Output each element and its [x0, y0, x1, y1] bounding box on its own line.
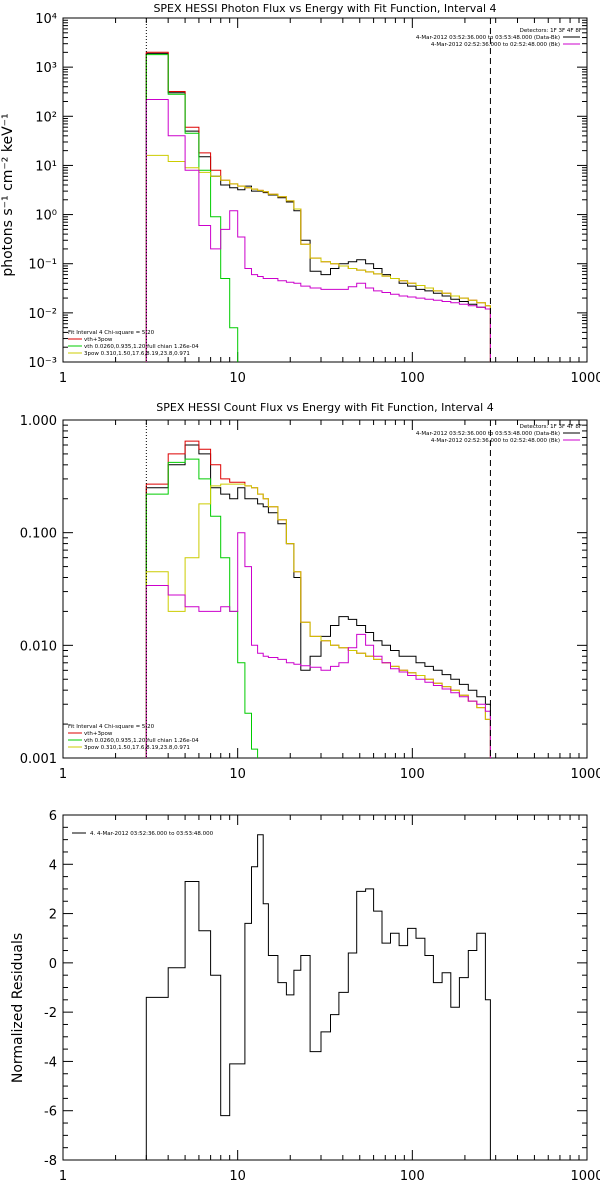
- legend-top-right: Detectors: 1F 3F 4F 8F 4-Mar-2012 03:52:…: [416, 28, 582, 48]
- y-axis-label: photons s⁻¹ cm⁻² keV⁻¹: [0, 113, 16, 276]
- y-tick-label: 0.001: [20, 752, 57, 767]
- y-tick-label: 2: [49, 908, 57, 923]
- plot-area: 1 10 100 1000 0.001 0.010 0.100 1.000: [20, 414, 600, 782]
- legend-detectors: Detectors: 1F 3F 4F 8F: [520, 28, 582, 34]
- y-tick-label: 10²: [35, 110, 57, 125]
- plot-frame: [62, 419, 588, 759]
- legend-vth: vth 0.0260,0.935,1.20 full chian 1.26e-0…: [84, 344, 199, 350]
- x-tick-label: 100: [400, 767, 425, 782]
- x-tick-label: 1000: [570, 371, 600, 386]
- legend-detectors: Detectors: 1F 3F 4F 8F: [520, 424, 582, 430]
- legend-vth: vth 0.0260,0.935,1.20 full chian 1.26e-0…: [84, 738, 199, 744]
- y-tick-label: 10⁴: [35, 12, 57, 27]
- series-vth+3pow: [145, 51, 491, 362]
- y-axis-label: Normalized Residuals: [10, 933, 26, 1083]
- legend-bk-interval: 4-Mar-2012 02:52:36.000 to 02:52:48.000 …: [431, 438, 560, 444]
- legend-vth3pow: vth+3pow: [84, 337, 113, 343]
- legend-residual-interval: 4. 4-Mar-2012 03:52:36.000 to 03:53:48.0…: [90, 831, 214, 837]
- legend-vth3pow: vth+3pow: [84, 731, 113, 737]
- plot-frame: [62, 17, 588, 363]
- legend-fit-interval: Fit Interval 4 Chi-square = 5.20: [68, 330, 155, 336]
- x-tick-label: 10: [229, 371, 246, 386]
- y-tick-label: 10³: [35, 61, 57, 76]
- panel-title: SPEX HESSI Count Flux vs Energy with Fit…: [156, 401, 493, 414]
- y-tick-label: 10¹: [35, 159, 57, 174]
- x-tick-label: 100: [400, 1169, 425, 1184]
- y-tick-label: 10⁻¹: [28, 258, 57, 273]
- legend-fit-interval: Fit Interval 4 Chi-square = 5.20: [68, 724, 155, 730]
- x-tick-label: 1000: [570, 1169, 600, 1184]
- y-tick-label: 0.010: [20, 639, 57, 654]
- series-data: [145, 52, 491, 362]
- residuals-panel: Normalized Residuals 1 10 100 1000 -8 -6 -4 -2 0…: [10, 809, 600, 1184]
- plot-frame: [62, 814, 588, 1161]
- y-tick-label: 10⁻³: [28, 356, 57, 371]
- series-vth: [145, 54, 239, 362]
- series-3pow: [145, 483, 491, 758]
- y-tick-label: 6: [49, 809, 57, 824]
- series-background: [145, 532, 491, 758]
- series-3pow: [145, 154, 491, 362]
- legend-bottom-left: Fit Interval 4 Chi-square = 5.20 vth+3po…: [68, 330, 199, 357]
- legend-3pow: 3pow 0.310,1.50,17.6,8.19,23.8,0.971: [84, 351, 190, 357]
- panel-title: SPEX HESSI Photon Flux vs Energy with Fi…: [153, 2, 496, 15]
- y-tick-label: 10⁰: [35, 209, 57, 224]
- x-tick-label: 100: [400, 371, 425, 386]
- y-tick-label: 4: [49, 858, 57, 873]
- series-vth: [145, 458, 259, 758]
- photon-flux-panel: SPEX HESSI Photon Flux vs Energy with Fi…: [0, 2, 600, 386]
- count-flux-panel: SPEX HESSI Count Flux vs Energy with Fit…: [20, 401, 600, 782]
- plot-area: 1 10 100 1000 -8 -6 -4 -2 0 2 4 6: [44, 809, 600, 1184]
- x-tick-label: 1: [59, 371, 67, 386]
- legend-bottom-left: Fit Interval 4 Chi-square = 5.20 vth+3po…: [68, 724, 199, 751]
- y-tick-label: 0.100: [20, 527, 57, 542]
- legend-3pow: 3pow 0.310,1.50,17.6,8.19,23.8,0.971: [84, 745, 190, 751]
- series-residuals: [145, 834, 491, 1160]
- plot-area: 1 10 100 1000 10⁻³ 10⁻² 10⁻¹ 10⁰ 10¹ 10² 10³ 10⁴: [28, 12, 600, 386]
- legend-top-right: Detectors: 1F 3F 4F 8F 4-Mar-2012 03:52:…: [416, 424, 582, 444]
- series-background: [145, 99, 491, 362]
- y-tick-label: -4: [44, 1055, 57, 1070]
- x-tick-label: 1: [59, 767, 67, 782]
- x-tick-label: 10: [229, 767, 246, 782]
- x-tick-label: 10: [229, 1169, 246, 1184]
- y-tick-label: -6: [44, 1105, 57, 1120]
- y-tick-label: 0: [49, 957, 57, 972]
- y-tick-label: -8: [44, 1154, 57, 1169]
- legend-bk-interval: 4-Mar-2012 02:52:36.000 to 02:52:48.000 …: [431, 42, 560, 48]
- y-tick-label: 10⁻²: [28, 307, 57, 322]
- legend-data-interval: 4-Mar-2012 03:52:36.000 to 03:53:48.000 …: [416, 35, 560, 41]
- series-vth+3pow: [145, 440, 491, 758]
- legend-top-left: 4. 4-Mar-2012 03:52:36.000 to 03:53:48.0…: [90, 831, 214, 837]
- x-tick-label: 1: [59, 1169, 67, 1184]
- series-data: [145, 444, 491, 758]
- legend-data-interval: 4-Mar-2012 03:52:36.000 to 03:53:48.000 …: [416, 431, 560, 437]
- x-tick-label: 1000: [570, 767, 600, 782]
- y-tick-label: -2: [44, 1006, 57, 1021]
- y-tick-label: 1.000: [20, 414, 57, 429]
